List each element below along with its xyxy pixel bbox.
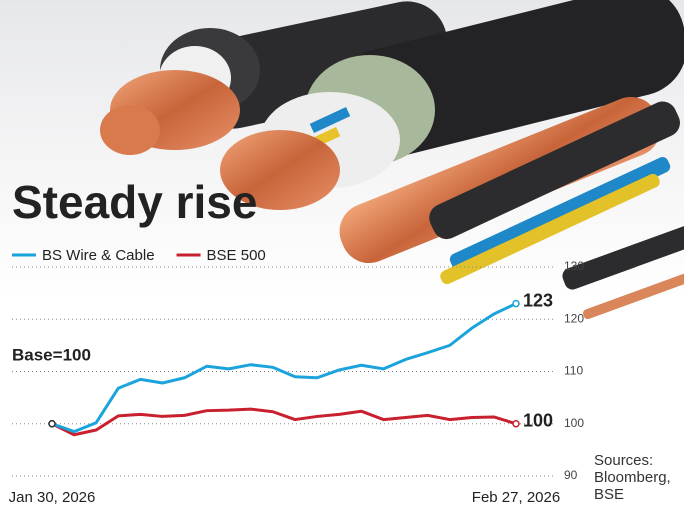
end-marker — [512, 299, 520, 308]
end-marker — [512, 420, 520, 428]
y-tick-label: 130 — [564, 259, 584, 273]
x-tick-label: Jan 30, 2026 — [9, 489, 96, 506]
y-tick-label: 90 — [564, 468, 578, 482]
end-value-label: 123 — [523, 290, 553, 310]
y-tick-label: 110 — [564, 364, 583, 378]
legend-label: BSE 500 — [207, 247, 266, 264]
y-tick-label: 120 — [564, 311, 584, 325]
end-marker — [48, 420, 56, 428]
y-tick-label: 100 — [564, 416, 584, 430]
end-value-label: 100 — [523, 411, 553, 431]
x-tick-label: Feb 27, 2026 — [472, 489, 560, 506]
annotation: Base=100 — [12, 345, 91, 364]
legend-label: BS Wire & Cable — [42, 247, 155, 264]
series-line — [51, 302, 517, 434]
series-line — [51, 407, 517, 437]
cable-illustration — [100, 0, 684, 320]
source-note: Sources: Bloomberg, BSE — [594, 452, 671, 503]
chart-title: Steady rise — [12, 176, 257, 228]
